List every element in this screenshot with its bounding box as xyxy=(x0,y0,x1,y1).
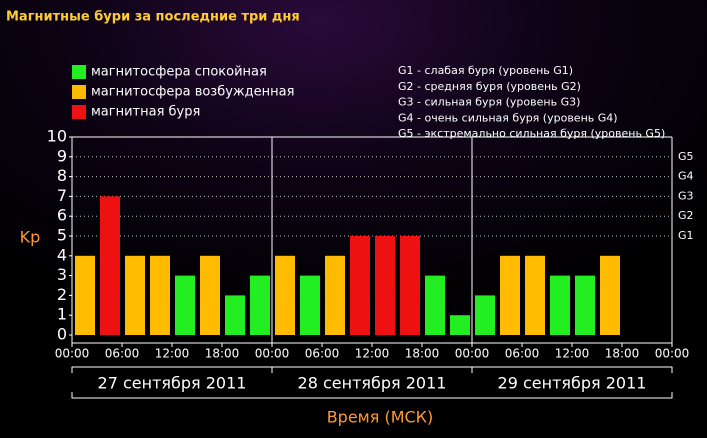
bar xyxy=(75,255,95,335)
legend-swatch xyxy=(72,105,86,119)
x-tick-label: 18:00 xyxy=(605,347,640,361)
bar xyxy=(225,295,245,335)
day-label: 29 сентября 2011 xyxy=(498,374,647,393)
y-axis-label: Kp xyxy=(20,228,41,247)
bar xyxy=(150,255,170,335)
y-tick-label: 0 xyxy=(57,325,67,344)
y-tick-label: 2 xyxy=(57,285,67,304)
storm-level-note: G5 - экстремально сильная буря (уровень … xyxy=(398,127,665,140)
x-tick-label: 00:00 xyxy=(255,347,290,361)
bar xyxy=(125,255,145,335)
x-tick-label: 18:00 xyxy=(205,347,240,361)
legend-label: магнитосфера возбужденная xyxy=(91,85,294,100)
day-bracket xyxy=(471,366,673,373)
storm-level-note: G3 - сильная буря (уровень G3) xyxy=(398,96,580,109)
bar xyxy=(175,275,195,335)
y-tick-label: 5 xyxy=(57,226,67,245)
bar xyxy=(200,255,220,335)
y-tick-label: 10 xyxy=(47,127,67,146)
bar xyxy=(400,236,420,335)
x-axis-label: Время (МСК) xyxy=(327,408,434,427)
legend-swatch xyxy=(72,85,86,99)
bar xyxy=(500,255,520,335)
y2-tick-label: G2 xyxy=(678,209,694,222)
bar xyxy=(600,255,620,335)
time-bracket xyxy=(71,392,673,399)
x-tick-label: 12:00 xyxy=(555,347,590,361)
chart-title: Магнитные бури за последние три дня xyxy=(6,10,300,25)
legend-swatch xyxy=(72,65,86,79)
legend-label: магнитосфера спокойная xyxy=(91,65,267,80)
y2-tick-label: G4 xyxy=(678,170,694,183)
bar xyxy=(475,295,495,335)
y-tick-label: 3 xyxy=(57,265,67,284)
day-label: 28 сентября 2011 xyxy=(298,374,447,393)
bar xyxy=(350,236,370,335)
bar xyxy=(425,275,445,335)
x-tick-label: 06:00 xyxy=(505,347,540,361)
bar xyxy=(325,255,345,335)
y2-tick-label: G3 xyxy=(678,189,694,202)
bar xyxy=(450,315,470,335)
storm-level-note: G1 - слабая буря (уровень G1) xyxy=(398,64,573,77)
legend-label: магнитная буря xyxy=(91,105,200,120)
day-label: 27 сентября 2011 xyxy=(98,374,247,393)
x-tick-label: 00:00 xyxy=(55,347,90,361)
storm-level-note: G2 - средняя буря (уровень G2) xyxy=(398,80,581,93)
x-tick-label: 00:00 xyxy=(655,347,690,361)
x-tick-label: 00:00 xyxy=(455,347,490,361)
x-tick-label: 12:00 xyxy=(355,347,390,361)
x-tick-label: 12:00 xyxy=(155,347,190,361)
y2-tick-label: G1 xyxy=(678,229,694,242)
bar xyxy=(275,255,295,335)
bar xyxy=(525,255,545,335)
y-tick-label: 6 xyxy=(57,206,67,225)
bar xyxy=(550,275,570,335)
x-tick-label: 06:00 xyxy=(305,347,340,361)
bar xyxy=(250,275,270,335)
y-tick-label: 4 xyxy=(57,245,67,264)
bar xyxy=(300,275,320,335)
y-tick-label: 8 xyxy=(57,166,67,185)
x-tick-label: 06:00 xyxy=(105,347,140,361)
x-tick-label: 18:00 xyxy=(405,347,440,361)
bar xyxy=(375,236,395,335)
y-tick-label: 7 xyxy=(57,186,67,205)
y-tick-label: 9 xyxy=(57,146,67,165)
y-tick-label: 1 xyxy=(57,305,67,324)
storm-level-note: G4 - очень сильная буря (уровень G4) xyxy=(398,111,618,124)
bar xyxy=(575,275,595,335)
bar xyxy=(100,196,120,335)
y2-tick-label: G5 xyxy=(678,150,694,163)
